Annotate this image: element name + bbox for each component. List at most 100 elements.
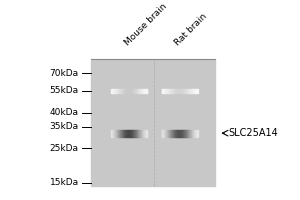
Bar <box>173 89 174 93</box>
Bar <box>136 89 137 93</box>
Bar <box>179 130 180 137</box>
Bar <box>164 130 165 137</box>
Text: 25kDa: 25kDa <box>50 144 79 153</box>
Bar <box>180 89 181 93</box>
Bar <box>144 130 145 137</box>
Bar <box>170 89 171 93</box>
Bar <box>165 89 166 93</box>
Text: 40kDa: 40kDa <box>50 108 79 117</box>
Bar <box>186 130 187 137</box>
Bar <box>162 89 163 93</box>
Bar <box>128 89 129 93</box>
Bar <box>193 89 194 93</box>
Bar <box>172 130 173 137</box>
Bar <box>127 89 128 93</box>
Bar <box>128 130 129 137</box>
Text: 35kDa: 35kDa <box>50 122 79 131</box>
Bar <box>177 130 178 137</box>
Bar <box>130 130 131 137</box>
Bar <box>134 89 135 93</box>
Bar <box>190 130 191 137</box>
Bar <box>113 89 114 93</box>
Bar <box>137 89 138 93</box>
Bar <box>184 89 185 93</box>
Bar <box>131 89 132 93</box>
Bar <box>145 130 146 137</box>
Bar <box>145 89 146 93</box>
Bar <box>134 130 135 137</box>
Bar <box>113 130 114 137</box>
Bar <box>120 130 121 137</box>
Bar <box>178 130 179 137</box>
Bar <box>187 130 188 137</box>
Bar <box>170 130 171 137</box>
Bar <box>126 89 127 93</box>
Bar <box>140 130 141 137</box>
Bar <box>91 60 215 186</box>
Bar <box>131 130 132 137</box>
Bar <box>171 130 172 137</box>
Bar <box>114 130 115 137</box>
Bar <box>142 130 143 137</box>
Bar <box>119 130 120 137</box>
Bar <box>187 89 188 93</box>
Bar <box>112 89 113 93</box>
Bar <box>116 130 117 137</box>
Text: 70kDa: 70kDa <box>50 69 79 78</box>
Bar <box>188 89 189 93</box>
Bar <box>125 130 126 137</box>
Bar <box>112 130 113 137</box>
Bar <box>121 130 122 137</box>
Bar <box>118 89 119 93</box>
Bar <box>144 89 145 93</box>
Bar <box>111 89 112 93</box>
Bar <box>192 130 193 137</box>
Bar <box>126 130 127 137</box>
Bar <box>133 130 134 137</box>
Text: 55kDa: 55kDa <box>50 86 79 95</box>
Bar <box>189 130 190 137</box>
Bar <box>184 130 185 137</box>
Bar <box>136 130 137 137</box>
Bar <box>146 89 147 93</box>
Bar <box>169 89 170 93</box>
Bar <box>197 89 198 93</box>
Bar <box>182 89 183 93</box>
Bar <box>168 89 169 93</box>
Bar <box>141 89 142 93</box>
Bar <box>183 130 184 137</box>
Bar <box>124 130 125 137</box>
Bar <box>139 130 140 137</box>
Bar <box>135 130 136 137</box>
Bar <box>133 89 134 93</box>
Bar <box>114 89 115 93</box>
Bar <box>183 89 184 93</box>
Bar <box>181 130 182 137</box>
Text: Mouse brain: Mouse brain <box>123 2 168 47</box>
Bar <box>181 89 182 93</box>
Bar <box>196 89 197 93</box>
Bar <box>197 130 198 137</box>
Bar <box>174 89 175 93</box>
Bar <box>179 89 180 93</box>
Bar <box>188 130 189 137</box>
Bar <box>178 89 179 93</box>
Text: Rat brain: Rat brain <box>173 12 209 47</box>
Bar <box>168 130 169 137</box>
Bar <box>117 89 118 93</box>
Bar <box>122 89 123 93</box>
Bar <box>123 89 124 93</box>
Text: 15kDa: 15kDa <box>50 178 79 187</box>
Bar <box>146 130 147 137</box>
Bar <box>111 130 112 137</box>
Bar <box>176 130 177 137</box>
Bar <box>196 130 197 137</box>
Bar <box>163 89 164 93</box>
Bar <box>169 130 170 137</box>
Bar <box>180 130 181 137</box>
Bar <box>194 130 195 137</box>
Bar <box>138 130 139 137</box>
Bar <box>132 89 133 93</box>
Bar <box>132 130 133 137</box>
Bar <box>182 130 183 137</box>
